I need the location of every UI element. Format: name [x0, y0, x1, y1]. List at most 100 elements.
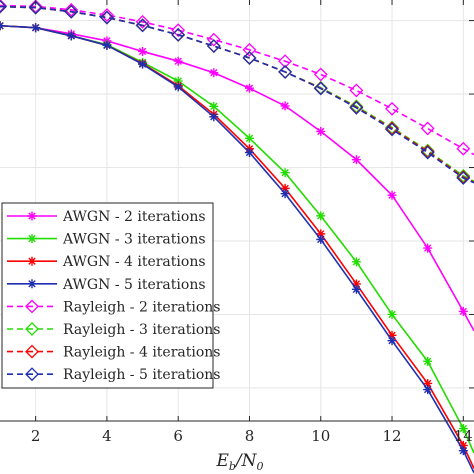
data-point-diamond — [278, 54, 293, 69]
data-point-diamond — [25, 322, 39, 336]
data-point-diamond — [278, 65, 293, 79]
data-point-star — [423, 243, 433, 253]
data-point-star — [173, 56, 183, 66]
data-point-star — [423, 378, 433, 388]
data-point-star — [351, 257, 361, 267]
data-point-diamond — [349, 99, 364, 114]
data-point-star — [27, 279, 37, 289]
data-point-star — [387, 336, 397, 346]
data-point-diamond — [171, 23, 186, 38]
x-tick-label: 6 — [173, 427, 183, 445]
legend-label: AWGN - 2 iterations — [62, 209, 206, 225]
legend-label: Rayleigh - 4 iterations — [63, 345, 221, 361]
data-point-star — [66, 31, 76, 41]
data-point-star — [316, 229, 326, 239]
data-point-star — [27, 256, 37, 266]
data-point-diamond — [64, 2, 79, 17]
data-point-star — [423, 385, 433, 395]
data-point-star — [280, 189, 290, 199]
data-point-diamond — [420, 121, 435, 136]
data-point-star — [27, 234, 37, 244]
x-axis-label-sep: /N — [234, 451, 258, 471]
legend-item: AWGN - 4 iterations — [7, 254, 206, 270]
data-point-diamond — [64, 4, 79, 19]
data-point-diamond — [171, 27, 186, 42]
x-axis-label-sub2: 0 — [257, 460, 264, 473]
data-point-diamond — [349, 83, 364, 98]
data-point-diamond — [456, 171, 471, 185]
svg-text:Eb/N0: Eb/N0 — [215, 451, 263, 473]
data-point-star — [209, 112, 219, 122]
data-point-star — [244, 83, 254, 93]
legend-item: Rayleigh - 5 iterations — [7, 367, 221, 383]
data-point-diamond — [0, 0, 7, 13]
data-point-star — [351, 279, 361, 289]
series-8 — [0, 0, 474, 185]
data-point-star — [209, 101, 219, 111]
x-tick-label: 8 — [245, 427, 255, 445]
series-4 — [0, 21, 474, 474]
legend-label: Rayleigh - 3 iterations — [63, 322, 221, 338]
legend-box — [1, 202, 214, 389]
legend-item: Rayleigh - 2 iterations — [7, 299, 221, 315]
data-point-diamond — [28, 0, 43, 14]
data-point-star — [316, 211, 326, 221]
x-tick-label: 14 — [454, 427, 473, 445]
data-point-star — [280, 101, 290, 111]
data-point-diamond — [349, 100, 364, 115]
data-point-diamond — [206, 32, 221, 47]
data-point-star — [316, 126, 326, 136]
series-6 — [0, 0, 474, 183]
legend-label: AWGN - 4 iterations — [62, 254, 206, 270]
data-point-star — [316, 234, 326, 244]
data-point-diamond — [99, 10, 114, 25]
data-point-star — [173, 82, 183, 92]
data-point-star — [138, 46, 148, 56]
axes: 2 4 6 8 10 12 14 — [0, 0, 474, 445]
legend-item: AWGN - 3 iterations — [7, 232, 206, 248]
legend-label: Rayleigh - 5 iterations — [63, 367, 221, 383]
data-point-diamond — [25, 344, 39, 359]
data-point-diamond — [420, 145, 435, 160]
data-point-star — [173, 76, 183, 86]
data-point-star — [423, 356, 433, 366]
data-point-star — [458, 306, 468, 316]
data-point-diamond — [135, 14, 150, 29]
data-point-star — [102, 40, 112, 50]
data-point-star — [0, 21, 5, 31]
legend-item: AWGN - 5 iterations — [7, 277, 206, 293]
legend-item: Rayleigh - 4 iterations — [7, 345, 221, 361]
series-line — [0, 5, 474, 184]
data-point-star — [458, 440, 468, 450]
data-point-diamond — [242, 51, 257, 65]
data-point-diamond — [456, 141, 471, 156]
x-axis-label-sub: b — [229, 460, 236, 473]
data-point-diamond — [385, 101, 399, 116]
data-point-star — [458, 446, 468, 456]
data-point-star — [387, 330, 397, 340]
legend-label: AWGN - 5 iterations — [62, 277, 206, 293]
x-tick-label: 4 — [102, 427, 112, 445]
data-point-diamond — [0, 0, 7, 14]
series-line — [0, 4, 474, 156]
data-point-diamond — [385, 122, 399, 137]
data-point-star — [244, 133, 254, 143]
legend-label: AWGN - 3 iterations — [62, 232, 206, 248]
data-point-star — [351, 155, 361, 165]
data-point-diamond — [456, 168, 471, 183]
x-tick-label: 2 — [31, 427, 41, 445]
legend-item: AWGN - 2 iterations — [7, 209, 206, 225]
data-point-diamond — [313, 67, 328, 82]
data-point-star — [351, 284, 361, 294]
data-point-star — [387, 190, 397, 200]
data-point-star — [458, 424, 468, 434]
data-point-diamond — [25, 367, 39, 382]
x-tick-label: 12 — [382, 427, 401, 445]
data-point-star — [387, 309, 397, 319]
x-axis-label-main: E — [215, 451, 229, 471]
data-point-diamond — [25, 299, 39, 314]
data-point-diamond — [206, 39, 221, 53]
data-point-star — [31, 23, 41, 33]
